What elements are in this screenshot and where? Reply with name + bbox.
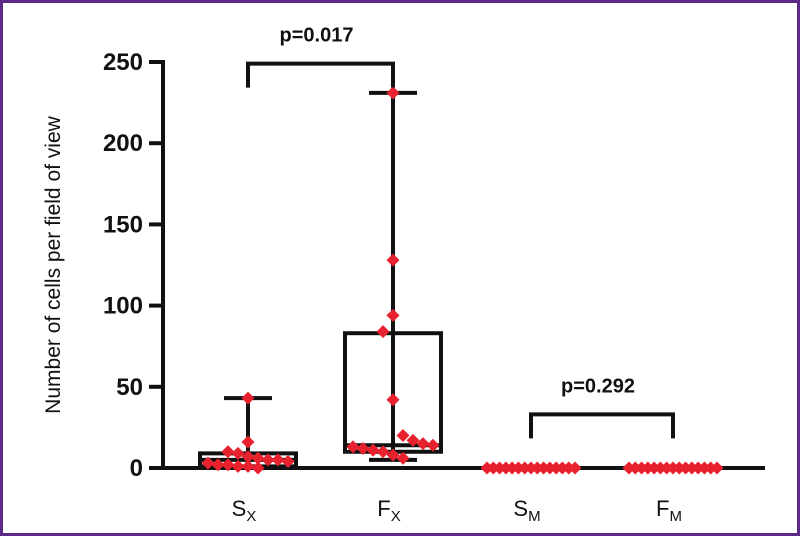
data-point	[386, 253, 400, 267]
significance-bracket	[246, 61, 395, 88]
significance-bracket	[529, 412, 675, 439]
data-point	[396, 451, 410, 465]
significance-brackets: p=0.017 p=0.292	[246, 25, 675, 439]
x-category-label: FM	[656, 496, 682, 525]
x-category-label: SM	[513, 496, 540, 525]
data-point	[416, 437, 430, 451]
data-point	[366, 443, 380, 457]
data-point	[251, 451, 265, 465]
data-point	[221, 445, 235, 459]
data-point	[386, 393, 400, 407]
data-point	[271, 453, 285, 467]
data-point	[201, 456, 215, 470]
data-point	[231, 446, 245, 460]
data-point	[231, 459, 245, 473]
p-value-label: p=0.292	[561, 375, 635, 397]
data-point	[346, 440, 360, 454]
x-category-label: FX	[377, 496, 400, 525]
y-tick-label: 150	[103, 211, 143, 238]
data-point	[396, 429, 410, 443]
y-tick-label: 100	[103, 293, 143, 320]
p-value-label: p=0.017	[280, 25, 354, 47]
y-tick-label: 200	[103, 130, 143, 157]
data-point	[241, 435, 255, 449]
data-point	[386, 86, 400, 100]
x-category-label: SX	[232, 496, 257, 525]
data-point	[426, 438, 440, 452]
data-point	[251, 461, 265, 475]
data-point	[241, 450, 255, 464]
data-point	[376, 325, 390, 339]
data-point	[281, 455, 295, 469]
data-points	[201, 86, 724, 475]
data-point	[221, 458, 235, 472]
y-axis-title: Number of cells per field of view	[42, 115, 65, 413]
data-point	[241, 459, 255, 473]
data-point	[241, 391, 255, 405]
y-tick-label: 50	[116, 374, 143, 401]
data-point	[406, 433, 420, 447]
data-point	[386, 308, 400, 322]
data-point	[356, 442, 370, 456]
data-point	[261, 453, 275, 467]
x-axis: SX FX SM FM	[161, 466, 765, 525]
data-point	[710, 461, 724, 475]
data-point	[376, 445, 390, 459]
y-axis: 0 50 100 150 200 250	[103, 49, 165, 482]
boxes	[198, 90, 723, 470]
y-tick-label: 0	[130, 455, 143, 482]
data-point	[386, 448, 400, 462]
data-point	[211, 458, 225, 472]
y-tick-label: 250	[103, 49, 143, 76]
data-point	[568, 461, 582, 475]
